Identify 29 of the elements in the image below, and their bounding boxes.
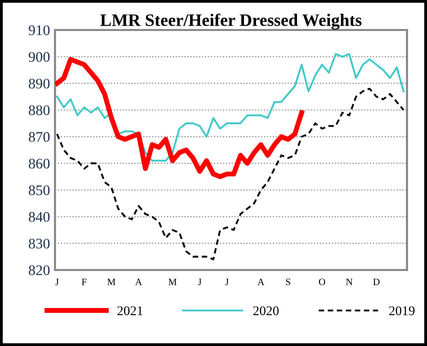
line-series [55, 56, 304, 180]
y-tick-label: 900 [28, 52, 50, 62]
y-tick-label: 850 [28, 185, 50, 196]
y-tick-label: 840 [28, 212, 50, 222]
legend-label: 2019 [389, 306, 415, 316]
y-tick-label: 870 [28, 132, 50, 142]
x-tick-label: M [168, 278, 177, 286]
chart-title: LMR Steer/Heifer Dressed Weights [100, 14, 362, 30]
x-tick-label: J [55, 278, 59, 286]
y-tick-label: 830 [28, 238, 50, 249]
x-tick-label: F [82, 278, 87, 286]
x-tick-label: A [257, 278, 264, 286]
y-tick-label: 820 [28, 265, 50, 276]
y-tick-label: 860 [28, 158, 50, 169]
x-tick-label: A [135, 278, 142, 286]
line-series [56, 88, 405, 260]
legend-label: 2021 [117, 306, 142, 316]
legend-label: 2020 [253, 306, 279, 316]
y-tick-label: 910 [28, 25, 50, 36]
x-tick-label: O [318, 278, 326, 286]
x-tick-label: J [198, 278, 202, 286]
y-tick-label: 880 [28, 105, 50, 116]
x-tick-label: M [107, 278, 116, 286]
y-tick-label: 890 [28, 78, 50, 89]
x-tick-label: J [225, 278, 229, 286]
x-tick-label: N [346, 278, 353, 286]
x-tick-label: S [286, 278, 290, 286]
line-series [56, 53, 405, 162]
x-tick-label: D [373, 278, 380, 286]
